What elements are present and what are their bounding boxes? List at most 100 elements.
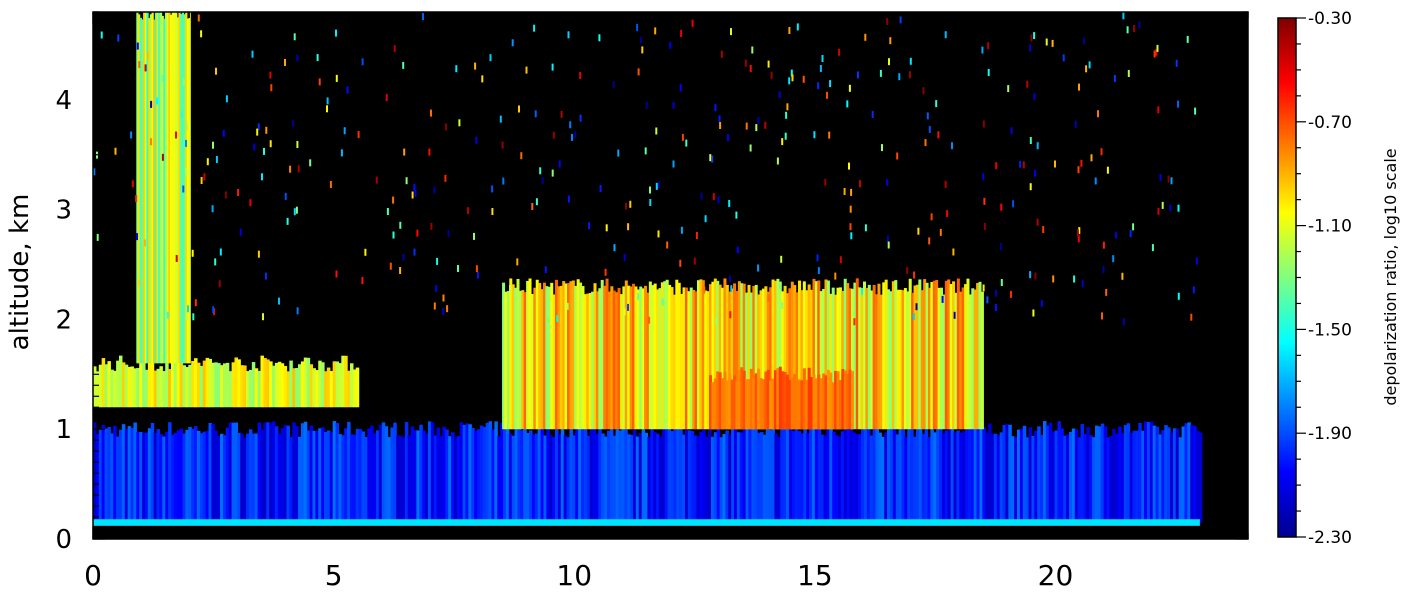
heat-cell [318,360,322,408]
heat-cell [1181,426,1186,523]
heat-cell [615,429,620,523]
speckle [269,140,272,148]
speckle [430,222,433,230]
y-tick-label: 0 [55,525,72,555]
heat-cell [1123,425,1128,523]
heat-cell [1045,425,1050,523]
heat-cell [542,282,546,430]
speckle [1010,290,1012,298]
speckle [711,155,714,163]
speckle [135,195,138,203]
speckle [1000,279,1003,286]
heat-cell [725,380,729,430]
heat-cell [598,288,602,430]
speckle [788,27,791,34]
speckle [264,272,267,280]
heat-cell [413,429,417,523]
speckle [1132,223,1135,231]
heat-cell [143,12,146,364]
heat-cell [295,368,299,408]
heat-cell [243,365,247,408]
heat-cell [776,368,780,430]
heat-cell [254,433,259,523]
speckle [778,282,781,290]
speckle [1177,204,1180,212]
speckle [200,177,203,184]
speckle [567,31,570,39]
speckle [886,179,889,186]
speckle [579,71,582,79]
speckle [93,168,96,176]
heat-cell [144,12,148,364]
speckle [138,61,141,69]
heat-cell [999,432,1004,523]
speckle [1080,159,1083,167]
heat-cell [589,427,594,523]
speckle [879,69,882,77]
heat-cell [581,286,585,430]
heat-cell [757,368,761,430]
heat-cell [687,291,691,430]
heat-cell [607,291,611,430]
heat-cell [168,422,172,523]
speckle [1074,120,1077,128]
speckle [296,141,299,148]
heat-cell [1129,432,1134,523]
speckle [214,258,217,266]
heat-cell [711,281,715,430]
heat-cell [324,431,328,523]
heat-cell [1109,435,1113,523]
heat-cell [332,421,337,523]
speckle [1029,44,1032,52]
heat-cell [665,279,669,430]
speckle [1012,200,1015,208]
heat-cell [627,285,631,430]
heat-cell [574,285,578,430]
heat-cell [150,362,155,408]
heat-cell [251,362,256,408]
heat-cell [911,292,915,430]
speckle [786,103,789,111]
heat-cell [887,289,891,430]
speckle [436,257,439,265]
speckle [983,222,986,230]
heat-cell [765,426,770,523]
heat-cell [1172,428,1177,523]
heat-cell [196,362,201,408]
heat-cell [202,431,207,523]
heat-cell [968,294,972,430]
y-axis-label: altitude, km [5,194,35,351]
heat-cell [1187,422,1191,523]
speckle [200,30,203,38]
speckle [983,197,986,205]
heat-cell [742,422,747,523]
speckle [1088,61,1091,69]
heat-cell [889,428,894,523]
heat-cell [723,371,727,430]
heat-cell [154,12,158,364]
heat-cell [205,357,210,408]
heat-cell [254,368,259,408]
heat-cell [646,292,650,430]
heat-cell [632,283,636,430]
heat-cell [719,437,724,523]
heat-cell [566,437,571,523]
heat-cell [927,287,931,430]
heat-cell [846,283,850,430]
heat-cell [676,421,680,523]
heat-cell [693,435,698,523]
speckle [1042,226,1045,233]
speckle [995,289,997,297]
heat-cell [768,429,773,523]
speckle [935,100,938,108]
heat-cell [384,426,389,523]
heat-cell [658,288,662,430]
speckle [784,132,787,140]
speckle [175,131,177,139]
heat-cell [761,288,765,430]
heat-cell [610,286,614,430]
heat-cell [1138,422,1142,523]
heat-cell [759,378,763,430]
heat-cell [173,356,178,408]
heat-cell [730,288,734,430]
